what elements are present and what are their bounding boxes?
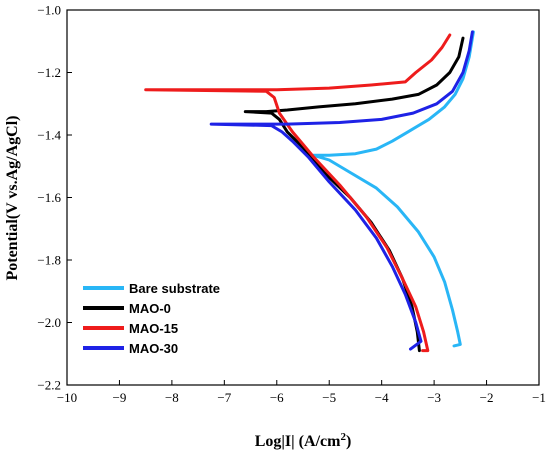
y-axis-title: Potential(V vs.Ag/AgCl) <box>4 115 21 280</box>
y-tick-label: −1.4 <box>37 128 61 143</box>
x-tick-label: −10 <box>57 390 77 405</box>
x-tick-label: −8 <box>165 390 179 405</box>
x-tick-label: −2 <box>480 390 494 405</box>
x-tick-label: −4 <box>375 390 389 405</box>
x-tick-label: −6 <box>270 390 284 405</box>
x-tick-label: −3 <box>427 390 441 405</box>
x-axis-title-sup: 2 <box>340 431 346 443</box>
y-tick-label: −1.8 <box>37 253 61 268</box>
x-axis-title-close: ) <box>346 433 351 450</box>
series-line-2 <box>144 33 452 353</box>
x-tick-label: −1 <box>532 390 546 405</box>
legend-label: MAO-15 <box>129 321 178 336</box>
series-line-3 <box>209 30 474 351</box>
y-axis: −2.2 −2.0 −1.8 −1.6 −1.4 −1.2 −1.0 <box>37 3 72 393</box>
legend: Bare substrate MAO-0 MAO-15 MAO-30 <box>83 281 220 356</box>
x-tick-label: −7 <box>217 390 231 405</box>
y-tick-label: −2.0 <box>37 315 61 330</box>
legend-label: MAO-30 <box>129 341 178 356</box>
legend-label: Bare substrate <box>129 281 220 296</box>
series-layer <box>144 30 475 353</box>
y-tick-label: −1.0 <box>37 3 61 18</box>
y-tick-label: −1.6 <box>37 190 61 205</box>
x-tick-label: −9 <box>113 390 127 405</box>
x-axis: −10 −9 −8 −7 −6 −5 −4 −3 −2 −1 <box>57 380 546 405</box>
y-tick-label: −2.2 <box>37 378 61 393</box>
x-axis-title: Log|I| (A/cm2) <box>255 431 352 450</box>
x-axis-title-main: Log|I| (A/cm <box>255 433 341 450</box>
x-tick-label: −5 <box>322 390 336 405</box>
y-tick-label: −1.2 <box>37 65 61 80</box>
legend-label: MAO-0 <box>129 301 171 316</box>
